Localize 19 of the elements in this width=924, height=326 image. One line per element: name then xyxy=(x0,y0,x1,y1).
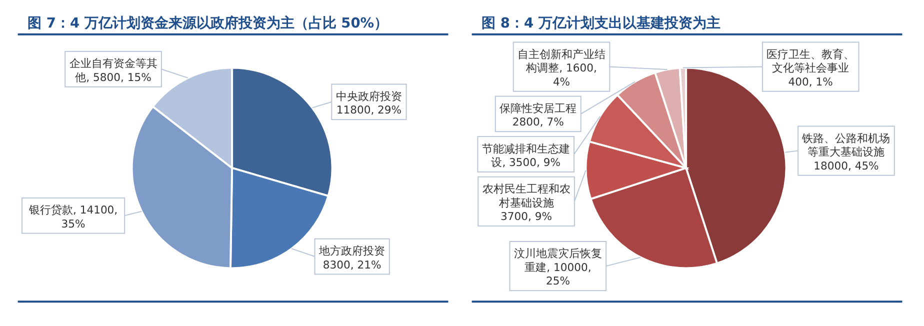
slice-label: 节能减排和生态建设, 3500, 9% xyxy=(482,142,570,170)
data-label: 8300, 21% xyxy=(322,258,382,272)
chart-title: 图 8：4 万亿计划支出以基建投资为主 xyxy=(482,14,720,32)
slice-label: 企业自有资金等其他, 5800, 15% xyxy=(69,57,158,84)
data-label: 18000, 45% xyxy=(814,159,879,172)
slice-label: 保障性安居工程 xyxy=(500,102,577,115)
chart-title: 图 7：4 万亿计划资金来源以政府投资为主（占比 50%） xyxy=(28,14,388,32)
slice-label: 农村民生工程和农村基础设施 xyxy=(482,182,570,210)
data-label: 2800, 7% xyxy=(512,116,564,129)
slice-label: 中央政府投资 xyxy=(336,90,402,103)
data-label: 3700, 9% xyxy=(500,210,552,224)
slice-label: 医疗卫生、教育、文化等社会事业 xyxy=(766,48,855,75)
slice-label: 银行贷款, 14100, 35% xyxy=(28,204,118,230)
data-label: 400, 1% xyxy=(788,75,833,88)
slice-label: 汶川地震灾后恢复重建, 10000, 25% xyxy=(514,247,602,288)
slice-label: 铁路、公路和机场等重大基础设施 xyxy=(801,132,890,159)
data-label: 11800, 29% xyxy=(336,104,402,117)
slice-label: 自主创新和产业结构调整, 1600, 4% xyxy=(518,48,606,88)
slice-label: 地方政府投资 xyxy=(318,244,386,258)
